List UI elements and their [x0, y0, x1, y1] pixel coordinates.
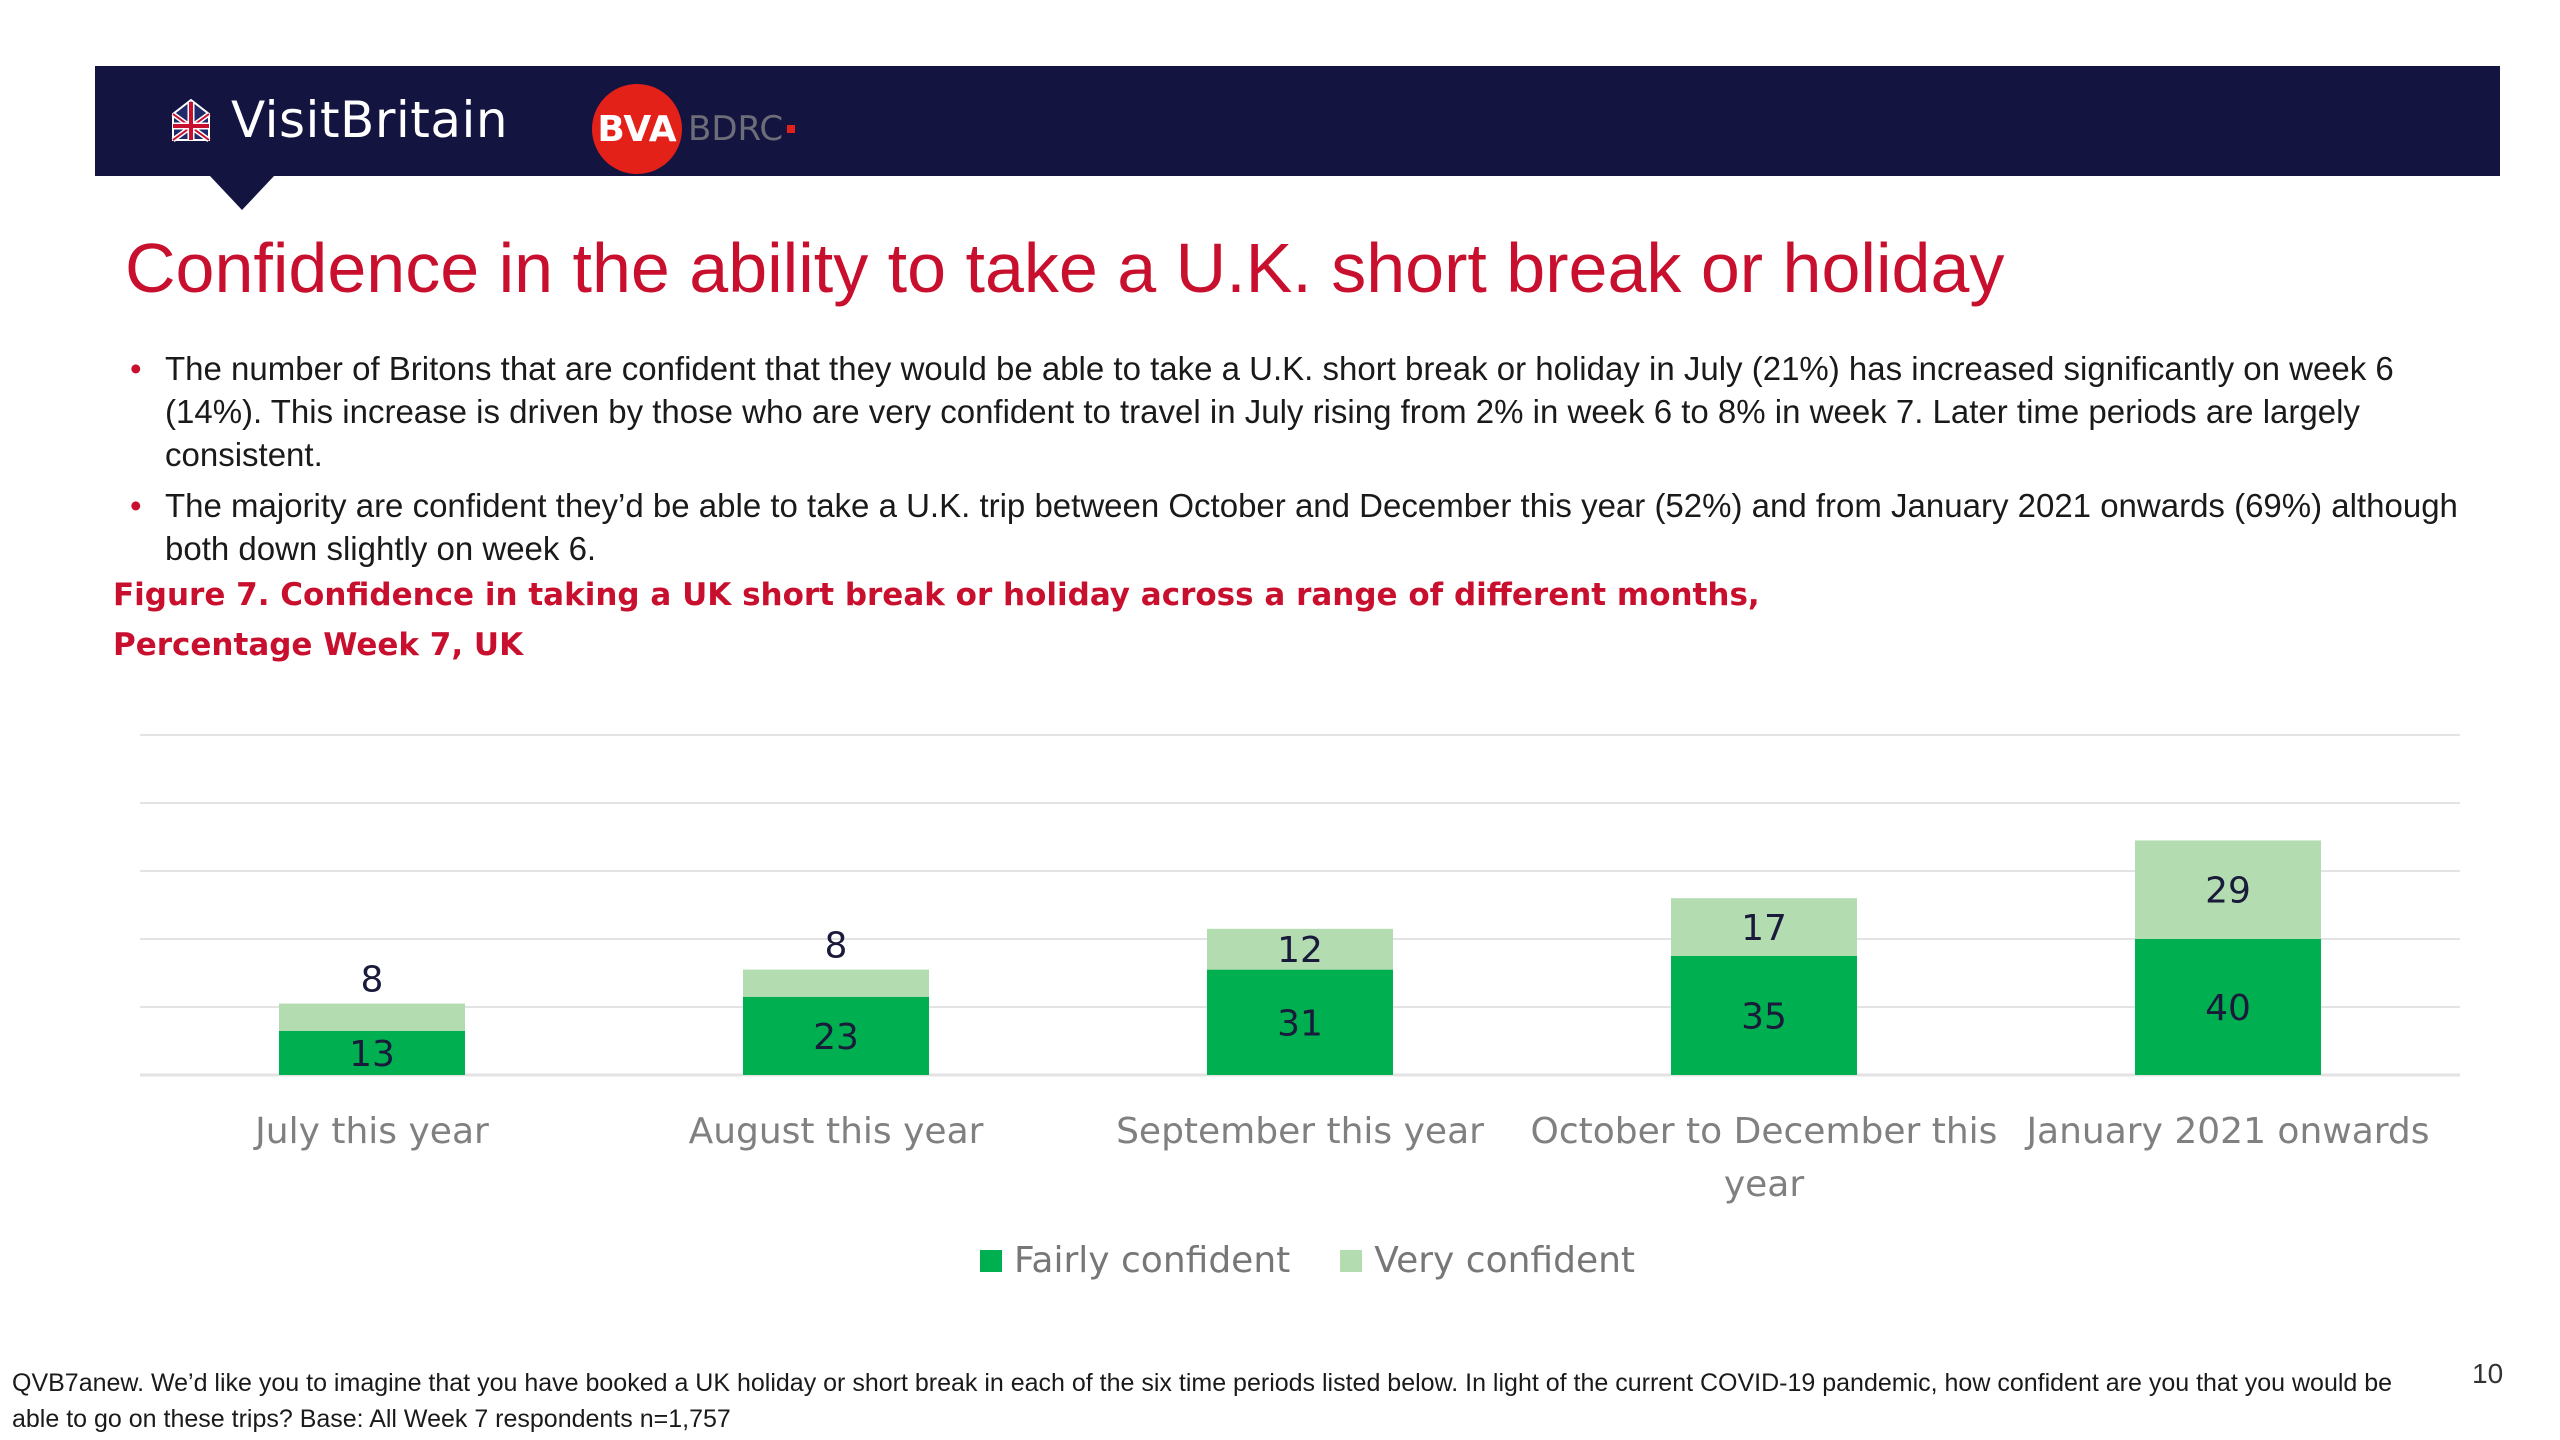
bar-segment	[2135, 840, 2321, 939]
bva-badge: BVA	[592, 84, 682, 174]
bdrc-text: BDRC	[688, 109, 784, 149]
legend-swatch-very	[1340, 1249, 1363, 1272]
legend-label-fairly: Fairly confident	[1014, 1240, 1291, 1281]
data-label: 31	[1277, 1003, 1323, 1044]
category-label: September this year	[1116, 1111, 1484, 1152]
bar-segment	[279, 1030, 465, 1075]
union-jack-icon	[171, 98, 211, 143]
page-title: Confidence in the ability to take a U.K.…	[125, 229, 2005, 307]
bar-segment	[743, 969, 929, 997]
category-label: January 2021 onwards	[2024, 1111, 2429, 1152]
bdrc-dot	[787, 125, 796, 133]
category-label: year	[1724, 1164, 1805, 1205]
bar-segment	[279, 1003, 465, 1031]
category-label: July this year	[253, 1111, 489, 1152]
chart-bars	[279, 840, 2321, 1075]
bar-segment	[743, 996, 929, 1075]
page-number: 10	[2472, 1358, 2504, 1389]
chart-labels: 13 8 July this year 23 8 August this year 31 12…	[253, 871, 2429, 1205]
data-label: 8	[825, 926, 848, 967]
bullet-item: The majority are confident they’d be abl…	[130, 484, 2470, 570]
data-label: 8	[361, 960, 384, 1001]
data-label: 12	[1277, 930, 1323, 971]
legend-swatch-fairly	[980, 1249, 1002, 1272]
data-label: 40	[2205, 988, 2251, 1029]
bar-segment	[1671, 898, 1857, 956]
data-label: 29	[2205, 871, 2251, 912]
visitbritain-logo: VisitBritain	[165, 88, 508, 152]
figure-caption-line: Percentage Week 7, UK	[113, 627, 524, 663]
footnote: QVB7anew. We’d like you to imagine that …	[12, 1369, 2393, 1433]
summary-bullets: The number of Britons that are confident…	[130, 347, 2470, 578]
figure-caption: Figure 7. Confidence in taking a UK shor…	[113, 570, 1813, 670]
brand-name: VisitBritain	[231, 91, 509, 149]
data-label: 13	[349, 1034, 395, 1075]
header-bar	[95, 66, 2500, 176]
data-label: 17	[1741, 908, 1787, 949]
bva-bdrc-logo: BVA BDRC	[592, 84, 796, 174]
category-label: August this year	[689, 1111, 984, 1152]
bar-segment	[1671, 956, 1857, 1075]
bar-segment	[1207, 928, 1393, 970]
legend-item-fairly: Fairly confident	[980, 1240, 1290, 1281]
legend-label-very: Very confident	[1374, 1240, 1636, 1281]
data-label: 35	[1741, 997, 1787, 1038]
data-label: 23	[813, 1017, 859, 1058]
category-label: October to December this	[1531, 1111, 1998, 1152]
bar-segment	[1207, 969, 1393, 1075]
bar-segment	[2135, 939, 2321, 1075]
chart-legend: Fairly confident Very confident	[980, 1240, 1685, 1281]
header-pointer	[210, 176, 274, 210]
bullet-item: The number of Britons that are confident…	[130, 347, 2470, 476]
figure-caption-line: Figure 7. Confidence in taking a UK shor…	[113, 577, 1760, 613]
legend-item-very: Very confident	[1340, 1240, 1635, 1281]
